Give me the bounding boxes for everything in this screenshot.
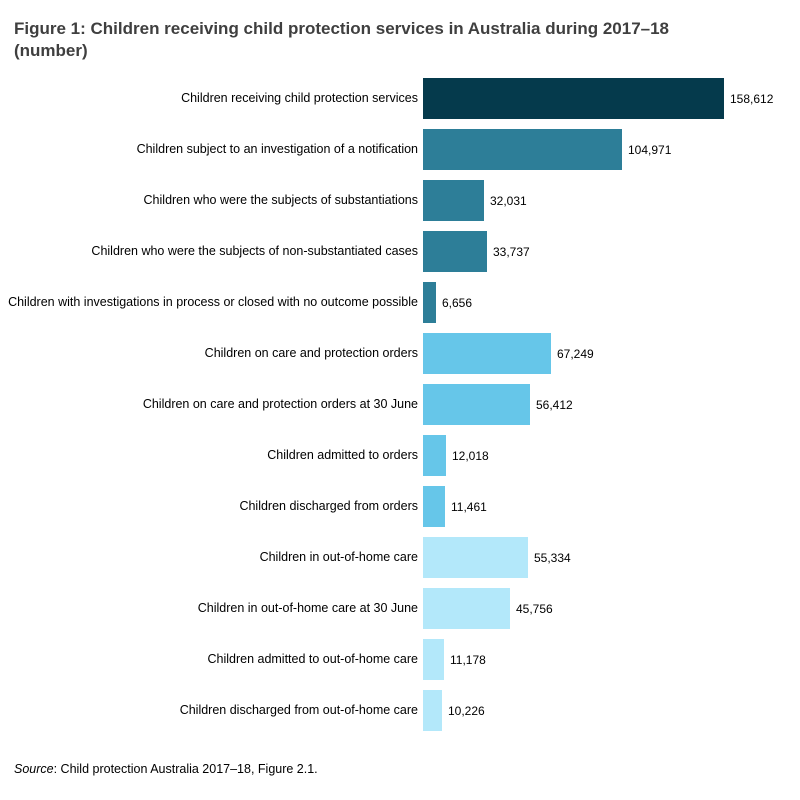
bar-label: Children who were the subjects of non-su… xyxy=(91,244,418,259)
bar-value: 6,656 xyxy=(442,295,473,310)
bar-row: Children with investigations in process … xyxy=(0,282,800,323)
bar-value: 33,737 xyxy=(493,244,530,259)
bar-value: 11,461 xyxy=(451,499,487,514)
bar-chart: Children receiving child protection serv… xyxy=(0,78,800,741)
bar-row: Children in out-of-home care at 30 June 4… xyxy=(0,588,800,629)
bar xyxy=(423,486,445,527)
bar-value: 158,612 xyxy=(730,91,774,106)
bar xyxy=(423,78,724,119)
bar-row: Children discharged from out-of-home car… xyxy=(0,690,800,731)
source-note: Source: Child protection Australia 2017–… xyxy=(14,762,318,776)
source-label: Source xyxy=(14,762,54,776)
bar xyxy=(423,384,530,425)
bar-row: Children in out-of-home care 55,334 xyxy=(0,537,800,578)
bar-label: Children discharged from orders xyxy=(239,499,418,514)
bar-value: 56,412 xyxy=(536,397,573,412)
bar-value: 104,971 xyxy=(628,142,672,157)
bar xyxy=(423,639,444,680)
bar-rows: Children receiving child protection serv… xyxy=(0,78,800,731)
bar-value: 10,226 xyxy=(448,703,485,718)
bar-label: Children receiving child protection serv… xyxy=(181,91,418,106)
bar-label: Children who were the subjects of substa… xyxy=(143,193,418,208)
bar-row: Children admitted to orders 12,018 xyxy=(0,435,800,476)
bar xyxy=(423,231,487,272)
bar-row: Children admitted to out-of-home care 11,… xyxy=(0,639,800,680)
bar xyxy=(423,129,622,170)
bar-value: 67,249 xyxy=(557,346,594,361)
bar xyxy=(423,588,510,629)
bar-label: Children on care and protection orders a… xyxy=(142,397,418,412)
bar-row: Children receiving child protection serv… xyxy=(0,78,800,119)
bar-value: 32,031 xyxy=(490,193,527,208)
bar xyxy=(423,435,446,476)
bar xyxy=(423,690,442,731)
bar xyxy=(423,282,436,323)
bar xyxy=(423,180,484,221)
bar-value: 45,756 xyxy=(516,601,553,616)
bar-label: Children admitted to out-of-home care xyxy=(207,652,418,667)
bar-value: 55,334 xyxy=(534,550,571,565)
bar-row: Children who were the subjects of non-su… xyxy=(0,231,800,272)
bar-label: Children admitted to orders xyxy=(267,448,418,463)
bar-value: 11,178 xyxy=(450,652,486,667)
bar-label: Children in out-of-home care at 30 June xyxy=(197,601,418,616)
bar-label: Children subject to an investigation of … xyxy=(136,142,418,157)
bar-label: Children in out-of-home care xyxy=(259,550,418,565)
bar xyxy=(423,537,528,578)
bar-row: Children subject to an investigation of … xyxy=(0,129,800,170)
bar xyxy=(423,333,551,374)
bar-row: Children discharged from orders 11,461 xyxy=(0,486,800,527)
bar-row: Children on care and protection orders a… xyxy=(0,384,800,425)
source-text: : Child protection Australia 2017–18, Fi… xyxy=(53,762,318,776)
bar-label: Children on care and protection orders xyxy=(204,346,418,361)
bar-value: 12,018 xyxy=(452,448,489,463)
bar-label: Children discharged from out-of-home car… xyxy=(179,703,418,718)
bar-label: Children with investigations in process … xyxy=(8,295,418,310)
bar-row: Children who were the subjects of substa… xyxy=(0,180,800,221)
figure-title: Figure 1: Children receiving child prote… xyxy=(14,19,670,61)
bar-row: Children on care and protection orders 67… xyxy=(0,333,800,374)
